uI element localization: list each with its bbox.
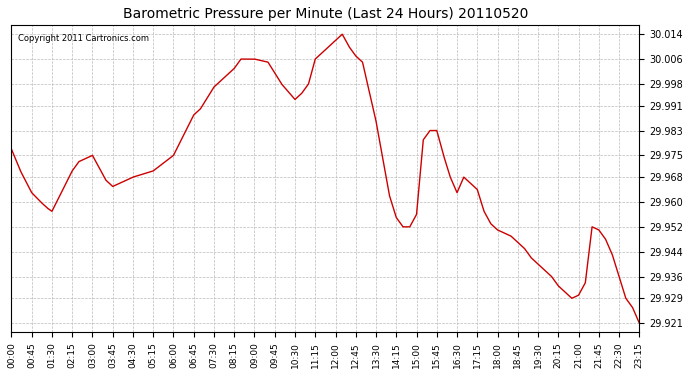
Title: Barometric Pressure per Minute (Last 24 Hours) 20110520: Barometric Pressure per Minute (Last 24 … xyxy=(123,7,528,21)
Text: Copyright 2011 Cartronics.com: Copyright 2011 Cartronics.com xyxy=(18,34,149,43)
